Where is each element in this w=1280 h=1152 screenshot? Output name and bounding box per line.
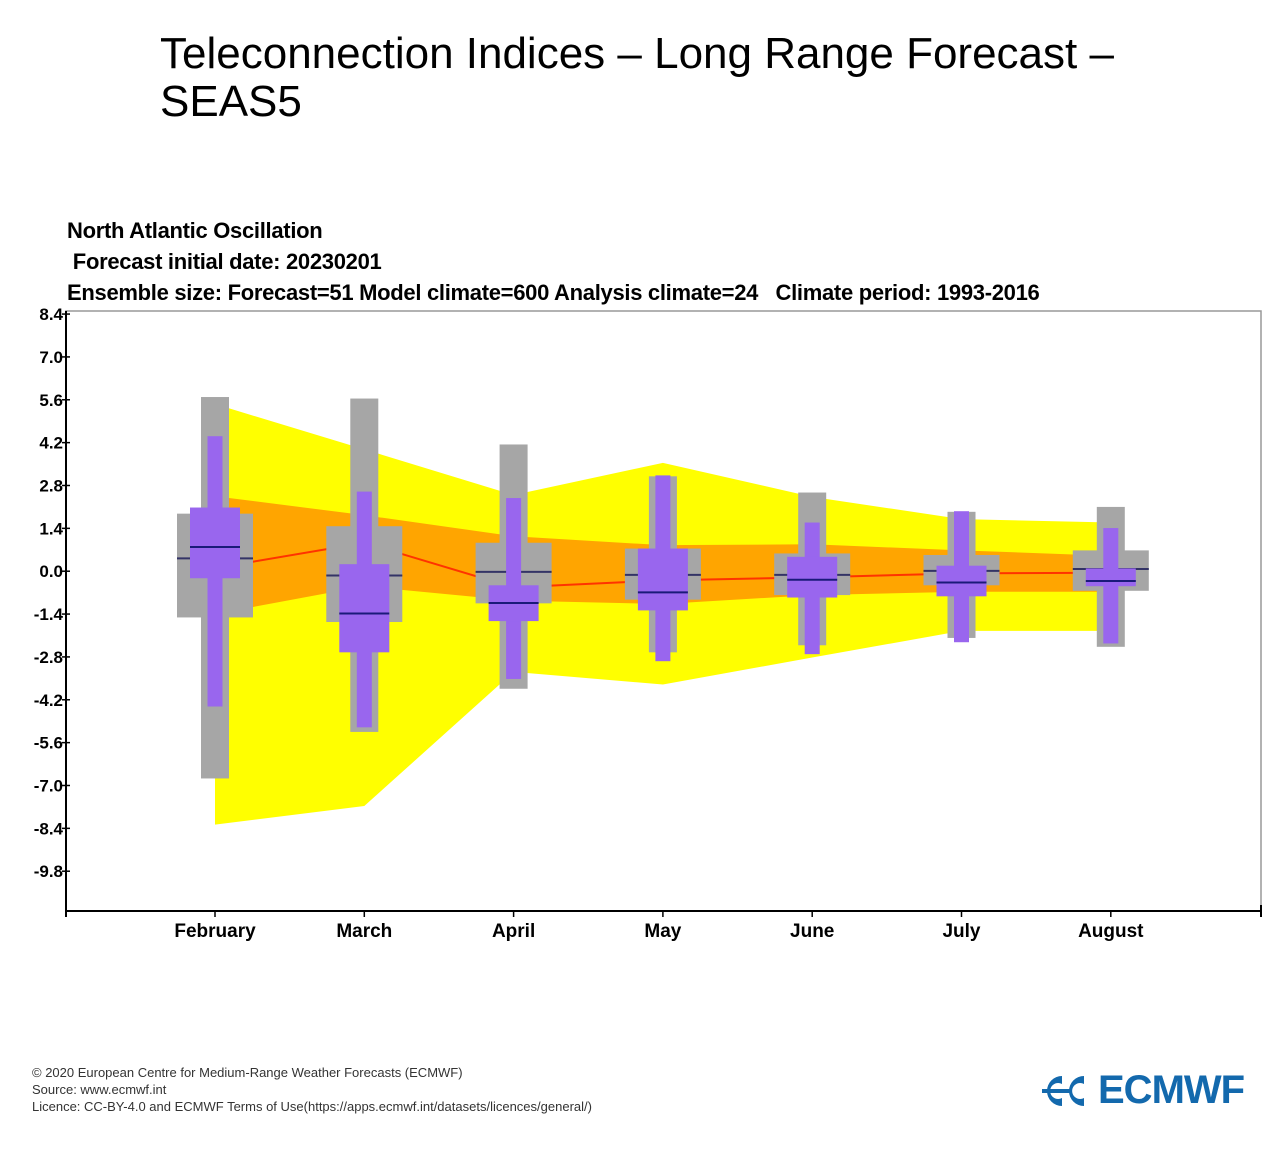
ecmwf-logo: ECMWF — [1042, 1068, 1245, 1113]
forecast-box — [936, 565, 987, 597]
y-tick-label: 7.0 — [39, 348, 63, 367]
chart-title: North Atlantic Oscillation — [67, 218, 323, 243]
forecast-box — [787, 556, 838, 598]
forecast-box — [637, 548, 688, 611]
x-tick-label: June — [790, 921, 834, 942]
y-tick-label: -4.2 — [34, 691, 63, 710]
chart-subtitle: Forecast initial date: 20230201 — [67, 249, 382, 274]
y-tick-label: -1.4 — [34, 605, 64, 624]
footer: © 2020 European Centre for Medium-Range … — [32, 1064, 592, 1115]
y-tick-label: -9.8 — [34, 862, 63, 881]
chart-ensemble-info: Ensemble size: Forecast=51 Model climate… — [67, 280, 1040, 305]
footer-source: Source: www.ecmwf.int — [32, 1082, 167, 1097]
ecmwf-logo-icon — [1042, 1075, 1084, 1106]
x-tick-label: April — [492, 921, 535, 942]
x-tick-label: February — [174, 921, 256, 942]
y-tick-label: 1.4 — [39, 519, 63, 538]
y-tick-label: 0.0 — [39, 562, 63, 581]
y-tick-label: 5.6 — [39, 391, 63, 410]
y-tick-label: -8.4 — [34, 819, 64, 838]
y-tick-label: 2.8 — [39, 476, 63, 495]
x-tick-label: March — [336, 921, 392, 942]
forecast-box — [1085, 568, 1136, 587]
x-tick-label: May — [644, 921, 681, 942]
y-tick-label: 8.4 — [39, 305, 63, 324]
y-tick-label: -5.6 — [34, 734, 63, 753]
y-tick-label: -7.0 — [34, 776, 63, 795]
footer-copyright: © 2020 European Centre for Medium-Range … — [32, 1065, 463, 1080]
page-title: Teleconnection Indices – Long Range Fore… — [160, 29, 1114, 126]
x-tick-label: July — [942, 921, 980, 942]
ecmwf-logo-text: ECMWF — [1098, 1068, 1245, 1112]
x-tick-label: August — [1078, 921, 1144, 942]
y-tick-label: -2.8 — [34, 648, 63, 667]
forecast-box — [190, 507, 240, 579]
y-tick-label: 4.2 — [39, 434, 63, 453]
forecast-box — [339, 564, 390, 653]
footer-licence: Licence: CC-BY-4.0 and ECMWF Terms of Us… — [32, 1099, 592, 1114]
